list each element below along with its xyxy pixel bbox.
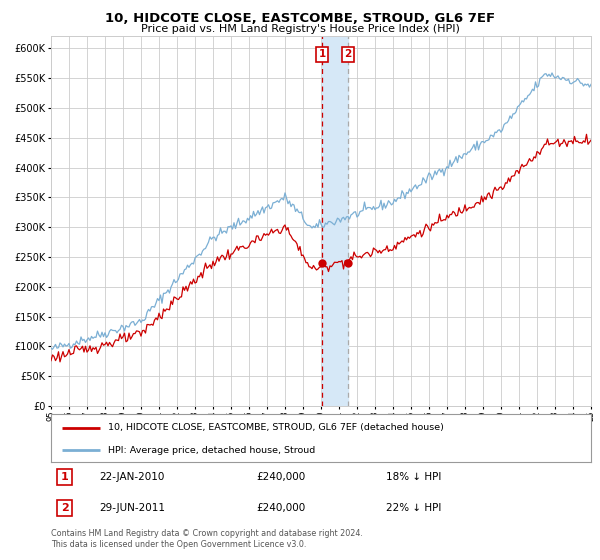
Text: Price paid vs. HM Land Registry's House Price Index (HPI): Price paid vs. HM Land Registry's House …	[140, 24, 460, 34]
Text: 1: 1	[61, 472, 68, 482]
Text: HPI: Average price, detached house, Stroud: HPI: Average price, detached house, Stro…	[108, 446, 315, 455]
Text: £240,000: £240,000	[256, 503, 305, 513]
Text: 18% ↓ HPI: 18% ↓ HPI	[386, 472, 441, 482]
Text: 10, HIDCOTE CLOSE, EASTCOMBE, STROUD, GL6 7EF: 10, HIDCOTE CLOSE, EASTCOMBE, STROUD, GL…	[105, 12, 495, 25]
Text: 2: 2	[344, 49, 352, 59]
Text: 22% ↓ HPI: 22% ↓ HPI	[386, 503, 441, 513]
Text: 22-JAN-2010: 22-JAN-2010	[100, 472, 165, 482]
Text: 2: 2	[61, 503, 68, 513]
Text: 29-JUN-2011: 29-JUN-2011	[100, 503, 166, 513]
Text: £240,000: £240,000	[256, 472, 305, 482]
Text: Contains HM Land Registry data © Crown copyright and database right 2024.
This d: Contains HM Land Registry data © Crown c…	[51, 529, 363, 549]
Text: 1: 1	[319, 49, 326, 59]
Bar	[322, 36, 348, 406]
Text: 10, HIDCOTE CLOSE, EASTCOMBE, STROUD, GL6 7EF (detached house): 10, HIDCOTE CLOSE, EASTCOMBE, STROUD, GL…	[108, 423, 443, 432]
